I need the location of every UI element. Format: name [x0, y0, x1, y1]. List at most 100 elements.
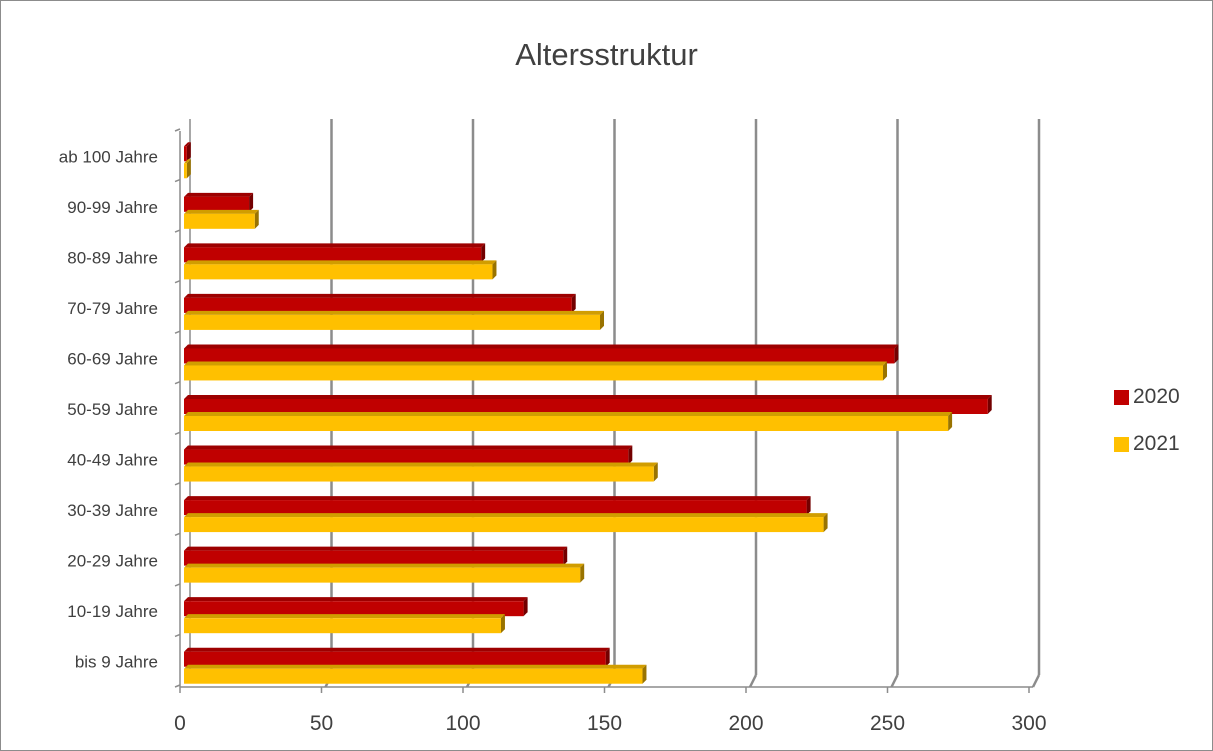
y-tick [174, 482, 181, 486]
bar-top-2021 [184, 209, 259, 214]
bar-side-2020 [186, 142, 191, 162]
x-tick-label: 200 [728, 712, 763, 735]
bar-2020 [184, 550, 564, 566]
bar-top-2020 [184, 546, 568, 551]
bar-side-2020 [894, 344, 899, 364]
bar-side-2021 [653, 462, 658, 482]
bar-2020 [184, 146, 187, 162]
bar-2020 [184, 601, 524, 617]
bar-side-2020 [571, 293, 576, 313]
category-label: 90-99 Jahre [67, 198, 158, 217]
bar-2020 [184, 247, 482, 263]
bar-top-2020 [184, 597, 528, 602]
bar-2021 [184, 264, 493, 280]
bar-top-2021 [184, 664, 647, 669]
bar-2020 [184, 500, 807, 516]
category-label: 60-69 Jahre [67, 349, 158, 368]
bar-side-2021 [883, 361, 888, 381]
category-label: 70-79 Jahre [67, 299, 158, 318]
legend-swatch [1114, 436, 1129, 452]
bar-side-2021 [500, 614, 505, 634]
bar-side-2021 [186, 159, 191, 179]
legend-label: 2021 [1133, 432, 1180, 455]
bar-top-2021 [184, 412, 953, 416]
bar-2021 [184, 567, 581, 583]
category-label: 80-89 Jahre [67, 248, 158, 267]
bar-top-2020 [184, 293, 576, 298]
bar-2021 [184, 213, 255, 229]
bar-2020 [184, 348, 895, 364]
bar-2020 [184, 399, 988, 414]
bar-side-2021 [600, 310, 605, 330]
bar-side-2021 [254, 209, 259, 229]
y-tick [174, 128, 181, 132]
legend: 2020 2021 [1114, 383, 1180, 477]
y-tick [174, 532, 181, 537]
bar-top-2020 [184, 647, 610, 652]
category-label: 10-19 Jahre [67, 602, 158, 621]
legend-item: 2021 [1114, 430, 1180, 458]
chart-title: Altersstruktur [515, 37, 698, 72]
bar-2021 [184, 365, 884, 381]
bar-side-2020 [987, 395, 992, 414]
bar-side-2020 [605, 647, 610, 667]
bar-2020 [184, 297, 572, 313]
bar-side-2020 [481, 243, 486, 263]
bar-2021 [184, 517, 824, 533]
x-tick-label: 250 [870, 712, 905, 735]
bar-top-2021 [184, 361, 888, 366]
y-tick [174, 633, 181, 638]
x-tick-label: 150 [587, 712, 622, 735]
y-tick [174, 431, 181, 435]
y-tick [174, 684, 181, 688]
bar-2021 [184, 314, 601, 330]
y-tick [174, 330, 181, 334]
category-label: 40-49 Jahre [67, 451, 158, 470]
bar-2021 [184, 466, 654, 482]
bar-2021 [184, 163, 187, 179]
bar-top-2021 [184, 513, 828, 518]
bar-top-2021 [184, 159, 191, 164]
bar-top-2021 [184, 614, 505, 619]
bar-2021 [184, 416, 949, 431]
bar-2020 [184, 196, 250, 212]
bar-top-2021 [184, 310, 605, 315]
y-tick [174, 381, 181, 385]
category-label: 30-39 Jahre [67, 501, 158, 520]
bar-side-2020 [806, 496, 811, 516]
bar-2021 [184, 618, 501, 634]
x-tick-label: 50 [310, 712, 333, 735]
category-label: ab 100 Jahre [59, 147, 158, 166]
y-tick [174, 178, 181, 183]
bar-top-2020 [184, 445, 633, 450]
bar-top-2020 [184, 192, 254, 197]
bar-2020 [184, 449, 629, 465]
bar-top-2020 [184, 395, 992, 399]
bar-side-2020 [563, 546, 568, 566]
bar-top-2020 [184, 142, 191, 147]
gridline-floor [748, 674, 758, 688]
gridline-floor [1031, 674, 1041, 688]
bar-side-2021 [492, 260, 497, 280]
bar-top-2020 [184, 344, 899, 349]
bar-top-2021 [184, 462, 658, 467]
x-tick-label: 0 [174, 712, 186, 735]
x-tick-label: 300 [1011, 712, 1046, 735]
bar-top-2020 [184, 243, 486, 248]
bar-top-2020 [184, 496, 811, 501]
y-tick [174, 279, 181, 284]
x-tick-label: 100 [445, 712, 480, 735]
bar-top-2021 [184, 563, 585, 568]
legend-label: 2020 [1133, 385, 1180, 408]
bar-side-2021 [948, 412, 953, 431]
y-tick [174, 583, 181, 587]
bar-top-2021 [184, 260, 497, 265]
bar-side-2020 [249, 192, 254, 212]
bar-2021 [184, 668, 643, 684]
bar-side-2021 [580, 563, 585, 583]
y-tick [174, 229, 181, 233]
category-label: bis 9 Jahre [75, 653, 158, 672]
category-label: 50-59 Jahre [67, 400, 158, 419]
